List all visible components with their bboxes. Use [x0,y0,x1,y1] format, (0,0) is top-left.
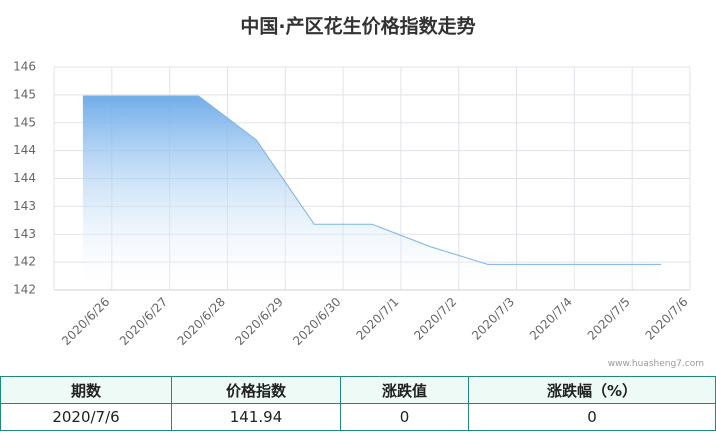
y-tick-label: 142 [13,283,36,297]
y-tick-label: 143 [13,199,36,213]
table-row: 2020/7/6 141.94 0 0 [0,403,716,431]
watermark: www.huasheng7.com [608,359,704,369]
cell: 2020/7/6 [0,403,172,431]
area [82,95,662,283]
y-tick-label: 144 [13,143,36,157]
header-cell: 期数 [0,376,172,404]
x-tick-label: 2020/6/26 [59,295,112,348]
y-tick-label: 143 [13,227,36,241]
line [82,95,662,265]
table-header: 期数 价格指数 涨跌值 涨跌幅（%） [0,376,716,404]
chart: 中国·产区花生价格指数走势 www.huasheng7.com 142 142 14… [13,15,704,370]
y-tick-label: 146 [13,60,36,74]
y-tick-label: 144 [13,171,36,185]
x-tick-label: 2020/6/30 [290,295,343,348]
x-tick-label: 2020/7/6 [643,295,691,343]
x-tick-label: 2020/7/3 [469,295,517,343]
x-tick-label: 2020/6/27 [117,295,170,348]
header-cell: 涨跌值 [340,376,469,404]
chart-title: 中国·产区花生价格指数走势 [240,15,475,38]
header-cell: 涨跌幅（%） [468,376,716,404]
cell: 141.94 [171,403,341,431]
cell: 0 [340,403,469,431]
x-tick-label: 2020/7/2 [411,295,459,343]
y-tick-label: 145 [13,115,36,129]
x-tick-label: 2020/7/1 [353,295,401,343]
cell: 0 [468,403,716,431]
x-tick-label: 2020/7/5 [585,295,633,343]
x-tick-label: 2020/6/28 [175,295,228,348]
header-cell: 价格指数 [171,376,341,404]
data-table: 期数 价格指数 涨跌值 涨跌幅（%） 2020/7/6 141.94 0 0 [0,376,716,431]
y-tick-label: 145 [13,87,36,101]
x-tick-label: 2020/7/4 [527,295,575,343]
y-tick-label: 142 [13,255,36,269]
x-tick-label: 2020/6/29 [232,295,285,348]
